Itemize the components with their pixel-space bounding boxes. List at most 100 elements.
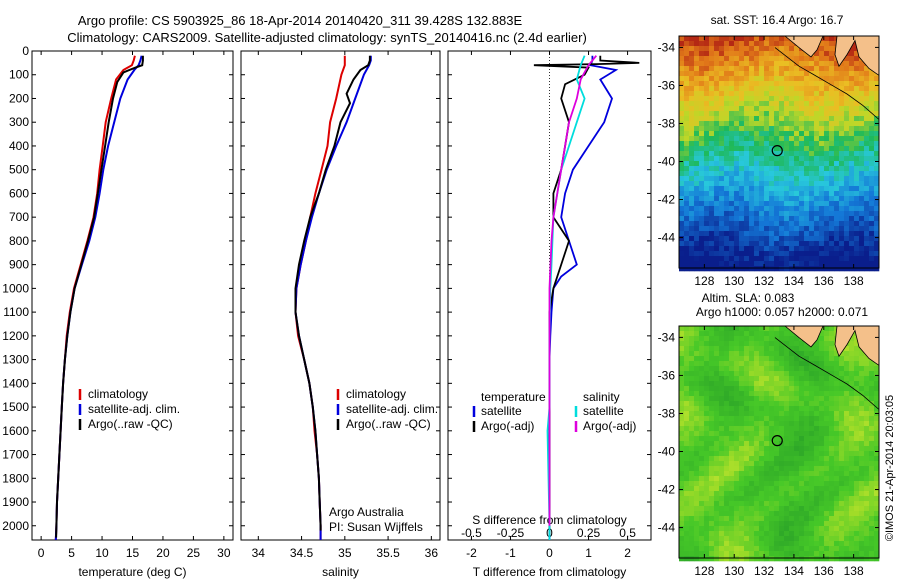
sst-cell [739, 201, 745, 207]
sla-cell [814, 371, 820, 377]
sla-cell [714, 476, 720, 482]
sst-cell [804, 151, 810, 157]
sla-cell [784, 451, 790, 457]
sst-cell [754, 56, 760, 62]
sst-cell [849, 51, 855, 57]
sst-cell [734, 61, 740, 67]
sst-cell [859, 146, 865, 152]
sla-cell [874, 536, 880, 542]
sla-cell [844, 411, 850, 417]
sla-cell [729, 421, 735, 427]
sst-cell [749, 71, 755, 77]
sla-cell [859, 496, 865, 502]
sla-cell [699, 386, 705, 392]
sst-cell [829, 141, 835, 147]
sst-cell [679, 161, 685, 167]
sst-cell [794, 71, 800, 77]
sla-cell [709, 461, 715, 467]
sst-cell [839, 221, 845, 227]
sst-cell [719, 86, 725, 92]
sst-cell [699, 216, 705, 222]
sla-cell [774, 531, 780, 537]
sst-cell [744, 221, 750, 227]
sla-cell [794, 466, 800, 472]
sst-cell [689, 56, 695, 62]
sla-cell [749, 341, 755, 347]
sla-cell [789, 446, 795, 452]
sst-cell [774, 211, 780, 217]
sst-cell [849, 161, 855, 167]
sla-cell [859, 431, 865, 437]
sla-cell [849, 436, 855, 442]
sla-cell [729, 551, 735, 557]
sla-cell [714, 506, 720, 512]
depth-tick-label: 300 [9, 115, 29, 129]
sla-cell [849, 336, 855, 342]
sst-cell [859, 131, 865, 137]
sst-cell [779, 101, 785, 107]
sla-cell [869, 426, 875, 432]
sla-cell [714, 511, 720, 517]
sla-cell [864, 506, 870, 512]
sla-cell [789, 376, 795, 382]
sla-cell [764, 336, 770, 342]
sst-cell [854, 141, 860, 147]
sst-cell [764, 191, 770, 197]
sla-cell [834, 446, 840, 452]
sst-cell [759, 156, 765, 162]
sst-cell [709, 76, 715, 82]
sla-cell [814, 366, 820, 372]
sla-cell [684, 396, 690, 402]
sst-cell [739, 191, 745, 197]
sla-cell [819, 401, 825, 407]
sst-cell [699, 196, 705, 202]
sla-cell [824, 361, 830, 367]
sla-cell [729, 351, 735, 357]
sst-cell [784, 201, 790, 207]
sst-cell [749, 51, 755, 57]
sst-cell [749, 86, 755, 92]
sla-cell [749, 481, 755, 487]
sla-cell [784, 436, 790, 442]
depth-tick-label: 400 [9, 139, 29, 153]
sla-cell [829, 496, 835, 502]
sla-cell [834, 546, 840, 552]
sst-cell [694, 156, 700, 162]
sst-cell [824, 36, 830, 42]
sla-map-lon-label: 134 [784, 564, 804, 578]
sla-cell [784, 466, 790, 472]
sla-cell [839, 416, 845, 422]
sla-cell [829, 326, 835, 332]
sst-cell [814, 151, 820, 157]
sst-cell [689, 241, 695, 247]
sst-cell [794, 166, 800, 172]
sla-cell [714, 371, 720, 377]
sla-cell [724, 496, 730, 502]
sla-cell [854, 541, 860, 547]
sla-cell [804, 526, 810, 532]
sla-cell [714, 356, 720, 362]
sla-cell [769, 361, 775, 367]
sla-cell [699, 356, 705, 362]
sst-cell [689, 236, 695, 242]
sst-cell [859, 106, 865, 112]
sst-cell [799, 151, 805, 157]
sst-cell [714, 36, 720, 42]
sst-cell [869, 211, 875, 217]
sst-cell [739, 121, 745, 127]
sla-cell [844, 526, 850, 532]
sst-cell [699, 231, 705, 237]
sla-cell [864, 391, 870, 397]
sst-cell [749, 41, 755, 47]
sst-cell [689, 151, 695, 157]
sst-cell [714, 121, 720, 127]
sst-cell [809, 66, 815, 72]
sst-cell [774, 221, 780, 227]
sla-cell [874, 486, 880, 492]
sla-cell [869, 486, 875, 492]
sla-cell [694, 351, 700, 357]
sla-cell [834, 421, 840, 427]
sst-cell [779, 166, 785, 172]
sst-cell [869, 176, 875, 182]
sla-cell [864, 496, 870, 502]
